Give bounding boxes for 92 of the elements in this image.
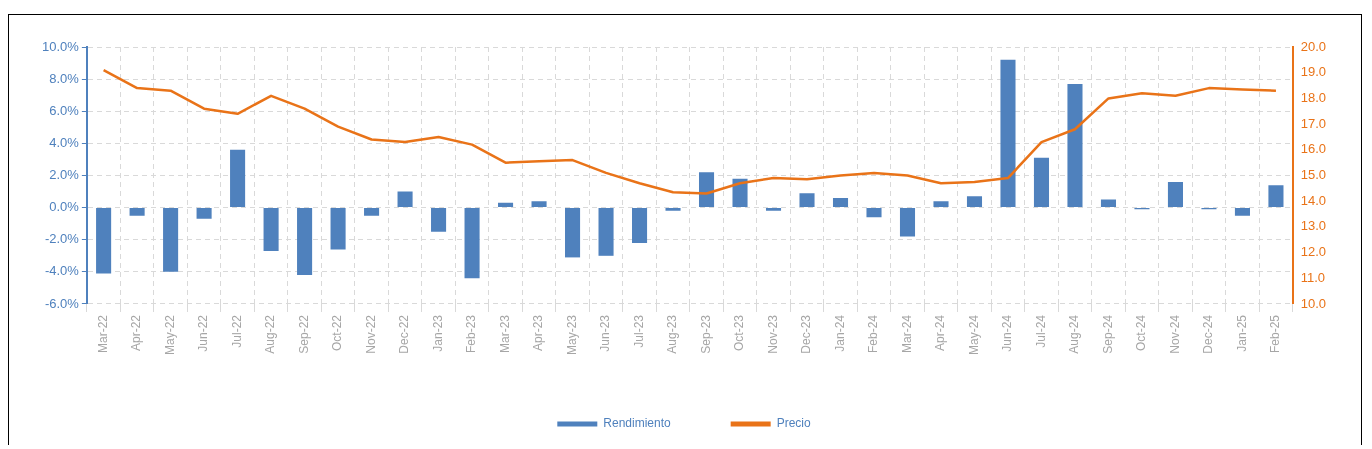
y-tick-label: 0.0% (49, 199, 80, 215)
x-tick-label: Aug-24 (1067, 314, 1082, 354)
x-tick-label: Mar-24 (899, 314, 914, 353)
x-tick-label: Jul-24 (1033, 314, 1048, 348)
bar (196, 208, 212, 219)
x-tick-label: Apr-22 (129, 314, 144, 352)
y2-tick-label: 16.0 (1300, 141, 1327, 157)
x-tick-label: Jan-25 (1234, 314, 1249, 352)
x-tick-label: Apr-24 (933, 314, 948, 352)
x-tick-label: Sep-23 (698, 314, 713, 354)
x-tick-label: Sep-22 (296, 314, 311, 354)
y-tick-label: -6.0% (44, 295, 80, 311)
x-tick-label: Jul-23 (631, 314, 646, 348)
x-tick-label: Sep-24 (1100, 314, 1115, 354)
x-tick-label: Feb-23 (464, 314, 479, 354)
bar (1000, 59, 1016, 208)
bar (665, 208, 681, 211)
bar (1167, 181, 1183, 208)
legend-label: Rendimiento (603, 416, 671, 431)
legend-label: Precio (776, 416, 812, 431)
bar (230, 149, 246, 208)
y2-tick-label: 14.0 (1300, 192, 1327, 208)
x-tick-label: Feb-25 (1268, 314, 1283, 354)
bar (565, 208, 581, 258)
bar (163, 208, 179, 272)
x-tick-label: Jan-23 (430, 314, 445, 352)
y-tick-label: 6.0% (49, 102, 80, 118)
x-tick-label: May-23 (564, 314, 579, 355)
y-tick-label: 4.0% (49, 134, 80, 150)
y2-tick-label: 13.0 (1300, 218, 1327, 234)
x-tick-label: Aug-22 (263, 314, 278, 354)
bar (1268, 185, 1284, 208)
bar (832, 197, 849, 208)
bar (498, 202, 514, 208)
bar (698, 172, 715, 208)
x-tick-label: Dec-22 (397, 314, 412, 354)
x-tick-label: May-24 (966, 314, 981, 355)
y2-tick-label: 19.0 (1300, 64, 1327, 80)
x-tick-label: Mar-22 (95, 314, 110, 353)
bar (96, 208, 112, 274)
x-tick-label: Feb-24 (866, 314, 881, 354)
bar (899, 208, 916, 237)
y2-tick-label: 10.0 (1300, 295, 1327, 311)
x-tick-label: Jan-24 (832, 314, 847, 352)
y-tick-label: -4.0% (44, 263, 80, 279)
bar (1067, 83, 1083, 208)
y-tick-label: 10.0% (41, 38, 80, 54)
x-tick-label: Nov-22 (363, 314, 378, 354)
bar (129, 208, 145, 216)
bar (866, 208, 882, 218)
bar (765, 208, 782, 211)
bar (297, 208, 313, 276)
x-tick-label: Mar-23 (497, 314, 512, 353)
x-tick-label: Oct-23 (732, 314, 747, 351)
bar (799, 193, 815, 208)
x-tick-label: Jun-24 (1000, 314, 1015, 352)
bar (431, 208, 447, 232)
y2-tick-label: 18.0 (1300, 89, 1327, 105)
bar (732, 178, 748, 208)
bar (330, 208, 346, 250)
bar (364, 208, 380, 216)
bar (531, 201, 547, 208)
bar (1033, 157, 1050, 208)
y-tick-label: 8.0% (49, 70, 80, 86)
bar (1234, 208, 1250, 216)
bar (933, 201, 949, 208)
y-tick-label: -2.0% (44, 231, 80, 247)
x-tick-label: Oct-22 (330, 314, 345, 351)
x-tick-label: Dec-23 (799, 314, 814, 354)
bar (397, 191, 413, 208)
x-tick-label: Dec-24 (1201, 314, 1216, 354)
x-tick-label: Nov-23 (765, 314, 780, 354)
x-tick-label: Jun-22 (196, 314, 211, 352)
bar (464, 208, 480, 279)
x-tick-label: Jul-22 (229, 314, 244, 348)
y2-tick-label: 15.0 (1300, 167, 1327, 183)
bar (632, 208, 648, 243)
y2-tick-label: 20.0 (1300, 38, 1327, 54)
bar (598, 208, 614, 256)
y2-tick-label: 11.0 (1300, 269, 1326, 285)
y-tick-label: 2.0% (49, 167, 80, 183)
bar (263, 208, 279, 251)
x-tick-label: Jun-23 (598, 314, 613, 352)
bar (1100, 199, 1117, 208)
bar (966, 196, 983, 208)
y2-tick-label: 12.0 (1300, 244, 1327, 260)
x-tick-label: May-22 (162, 314, 177, 355)
x-tick-label: Nov-24 (1167, 314, 1182, 354)
x-tick-label: Oct-24 (1134, 314, 1149, 351)
y2-tick-label: 17.0 (1300, 115, 1327, 131)
x-tick-label: Apr-23 (531, 314, 546, 352)
x-tick-label: Aug-23 (665, 314, 680, 354)
